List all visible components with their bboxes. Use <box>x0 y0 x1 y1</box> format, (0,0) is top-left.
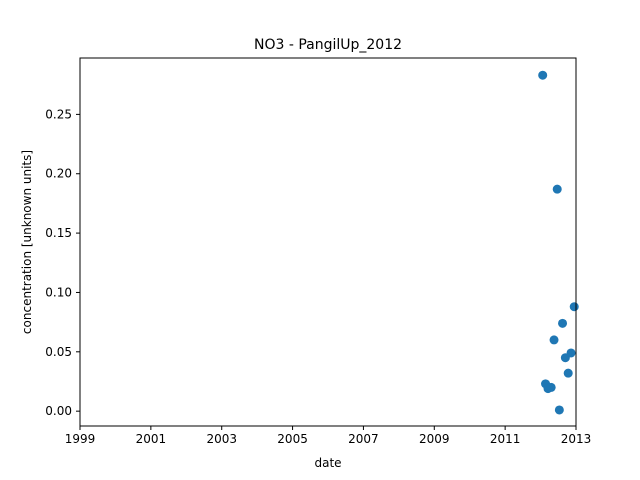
x-tick-label: 2013 <box>561 432 592 446</box>
x-axis-ticks: 1999 2001 2003 2005 2007 2009 2011 2013 <box>65 426 592 446</box>
chart-title: NO3 - PangilUp_2012 <box>254 37 402 53</box>
y-tick-label: 0.25 <box>45 107 72 121</box>
x-tick-label: 2007 <box>348 432 379 446</box>
x-axis-label: date <box>314 456 341 470</box>
y-tick-label: 0.00 <box>45 404 72 418</box>
data-point <box>554 405 564 415</box>
y-tick-label: 0.15 <box>45 226 72 240</box>
y-axis-label: concentration [unknown units] <box>20 150 34 334</box>
data-point <box>566 348 576 358</box>
x-tick-label: 2001 <box>136 432 167 446</box>
data-point <box>546 382 556 392</box>
x-tick-label: 2003 <box>206 432 237 446</box>
data-point <box>563 368 573 378</box>
x-tick-label: 2005 <box>277 432 308 446</box>
x-tick-label: 2011 <box>490 432 521 446</box>
data-point <box>558 318 568 328</box>
data-point <box>549 335 559 345</box>
data-point <box>538 70 548 80</box>
data-point <box>569 302 579 312</box>
y-tick-label: 0.20 <box>45 167 72 181</box>
y-axis-ticks: 0.00 0.05 0.10 0.15 0.20 0.25 <box>45 107 80 418</box>
x-tick-label: 1999 <box>65 432 96 446</box>
data-point <box>552 184 562 194</box>
y-tick-label: 0.05 <box>45 345 72 359</box>
plot-frame <box>79 57 577 427</box>
y-tick-label: 0.10 <box>45 285 72 299</box>
x-tick-label: 2009 <box>419 432 450 446</box>
